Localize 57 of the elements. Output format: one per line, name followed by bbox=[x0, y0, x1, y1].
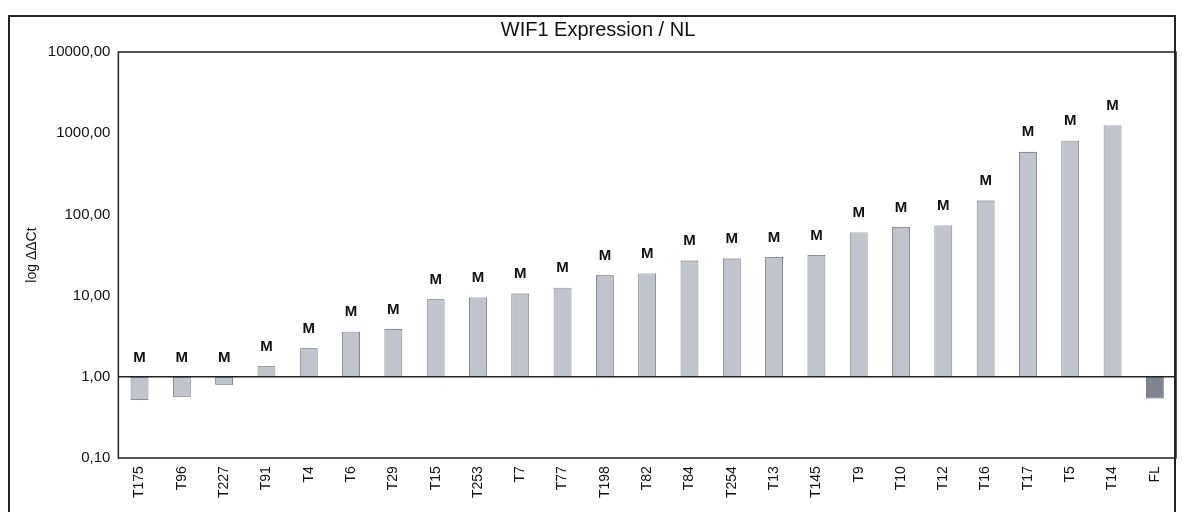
data-label: M bbox=[852, 203, 865, 221]
data-label: M bbox=[894, 197, 908, 215]
x-tick-label: T227 bbox=[214, 465, 231, 499]
data-label: M bbox=[725, 229, 739, 247]
data-label: M bbox=[598, 245, 612, 263]
x-tick-label: T145 bbox=[807, 465, 824, 499]
x-tick-label: T29 bbox=[384, 465, 401, 491]
x-tick-label: T253 bbox=[468, 465, 485, 499]
y-axis-title: log ΔΔCt bbox=[23, 227, 40, 283]
data-label: M bbox=[556, 258, 569, 276]
x-tick-label: FL bbox=[1145, 465, 1162, 483]
data-label: M bbox=[133, 347, 146, 365]
y-tick-label: 10000,00 bbox=[47, 42, 111, 60]
y-tick-label: 0,10 bbox=[81, 448, 111, 466]
x-tick-label: T91 bbox=[257, 465, 274, 491]
chart-title: WIF1 Expression / NL bbox=[500, 17, 696, 40]
data-label: M bbox=[1021, 122, 1035, 140]
y-tick-label: 100,00 bbox=[64, 204, 111, 222]
data-label: M bbox=[429, 270, 442, 288]
x-tick-label: T6 bbox=[341, 465, 358, 483]
x-tick-label: T14 bbox=[1103, 465, 1120, 491]
x-tick-label: T12 bbox=[934, 465, 951, 491]
x-tick-label: T10 bbox=[891, 465, 908, 491]
data-label: M bbox=[767, 227, 781, 245]
data-label: M bbox=[217, 347, 231, 365]
data-label: M bbox=[175, 347, 189, 365]
data-label: M bbox=[344, 302, 358, 320]
x-tick-label: T9 bbox=[849, 465, 866, 483]
data-label: M bbox=[302, 318, 315, 336]
data-label: M bbox=[260, 336, 273, 354]
x-tick-label: T254 bbox=[722, 465, 739, 499]
x-tick-label: T13 bbox=[764, 465, 781, 491]
x-tick-label: T16 bbox=[976, 465, 993, 491]
x-tick-label: T96 bbox=[172, 465, 189, 491]
x-tick-label: T198 bbox=[595, 465, 612, 499]
x-tick-label: T5 bbox=[1061, 465, 1078, 483]
data-label: M bbox=[1063, 111, 1077, 129]
y-tick-label: 1000,00 bbox=[56, 123, 111, 141]
y-tick-label: 10,00 bbox=[72, 285, 111, 303]
data-label: M bbox=[810, 225, 823, 243]
data-label: M bbox=[979, 171, 992, 189]
x-tick-label: T77 bbox=[553, 465, 570, 491]
x-tick-label: T4 bbox=[299, 465, 316, 483]
data-label: M bbox=[387, 299, 400, 317]
data-label: M bbox=[937, 196, 950, 214]
data-label: M bbox=[1106, 96, 1119, 114]
y-tick-label: 1,00 bbox=[81, 367, 111, 385]
data-label: M bbox=[471, 268, 485, 286]
data-label: M bbox=[683, 231, 696, 249]
x-tick-label: T82 bbox=[638, 465, 655, 491]
data-label: M bbox=[514, 264, 527, 282]
x-tick-label: T7 bbox=[511, 465, 528, 483]
x-tick-label: T84 bbox=[680, 465, 697, 491]
x-tick-label: T15 bbox=[426, 465, 443, 491]
x-tick-label: T17 bbox=[1018, 465, 1035, 491]
x-tick-label: T175 bbox=[130, 465, 147, 499]
data-label: M bbox=[640, 244, 654, 262]
